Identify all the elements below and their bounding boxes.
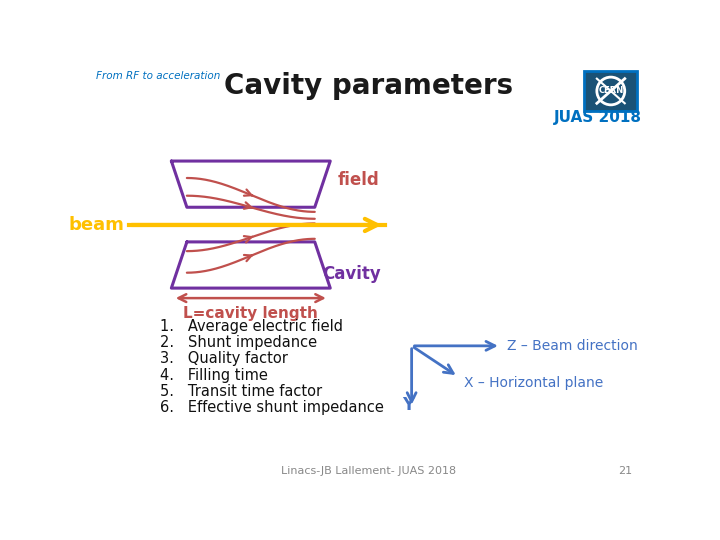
Text: beam: beam [69, 216, 125, 234]
Text: X – Horizontal plane: X – Horizontal plane [464, 376, 603, 390]
Text: 5.   Transit time factor: 5. Transit time factor [160, 384, 322, 399]
Text: Z – Beam direction: Z – Beam direction [507, 339, 638, 353]
Text: JUAS 2018: JUAS 2018 [554, 110, 642, 125]
Text: L=cavity length: L=cavity length [184, 306, 318, 321]
Text: 21: 21 [618, 467, 632, 476]
Text: 4.   Filling time: 4. Filling time [160, 368, 268, 383]
Text: 3.   Quality factor: 3. Quality factor [160, 352, 287, 367]
Text: 6.   Effective shunt impedance: 6. Effective shunt impedance [160, 400, 384, 415]
Text: field: field [338, 171, 379, 190]
Text: 1.   Average electric field: 1. Average electric field [160, 319, 343, 334]
Text: From RF to acceleration: From RF to acceleration [96, 71, 220, 82]
Text: Y: Y [402, 396, 414, 414]
Text: CERN: CERN [598, 86, 624, 96]
Text: Cavity parameters: Cavity parameters [225, 72, 513, 99]
Text: 2.   Shunt impedance: 2. Shunt impedance [160, 335, 317, 350]
FancyBboxPatch shape [585, 71, 637, 111]
Text: Cavity: Cavity [323, 265, 382, 284]
Text: Linacs-JB Lallement- JUAS 2018: Linacs-JB Lallement- JUAS 2018 [282, 467, 456, 476]
